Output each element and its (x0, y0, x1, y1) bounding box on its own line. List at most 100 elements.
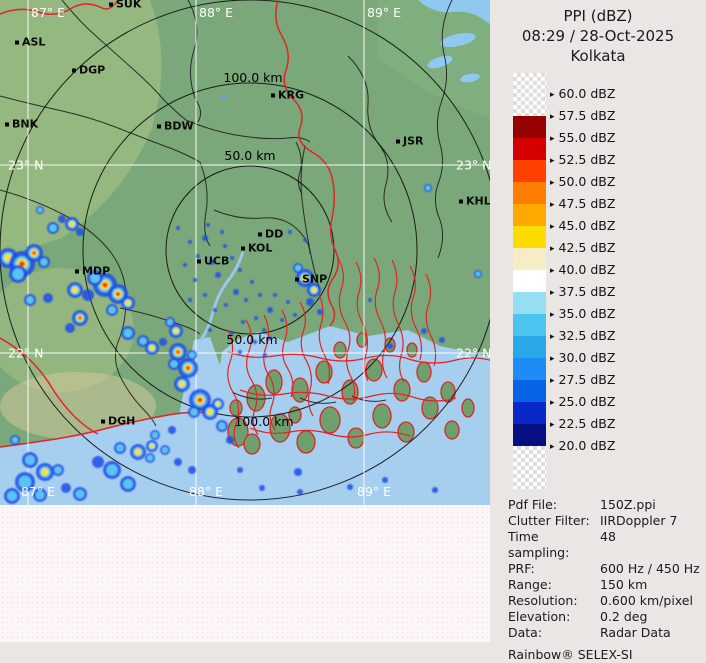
info-label: Range: (508, 577, 552, 592)
legend-label: ▸ 47.5 dBZ (550, 196, 615, 212)
legend-value: 40.0 dBZ (558, 262, 616, 277)
legend-label: ▸ 32.5 dBZ (550, 328, 615, 344)
legend-arrow-icon: ▸ (550, 134, 555, 144)
legend-value: 25.0 dBZ (558, 394, 616, 409)
legend-value: 45.0 dBZ (558, 218, 616, 233)
legend-value: 55.0 dBZ (558, 130, 616, 145)
legend-value: 47.5 dBZ (558, 196, 616, 211)
product-info-panel: PPI (dBZ) 08:29 / 28-Oct-2025 Kolkata ▸ 6… (490, 0, 706, 662)
info-value: 0.600 km/pixel (600, 593, 693, 608)
legend-label: ▸ 30.0 dBZ (550, 350, 615, 366)
legend-band (513, 182, 546, 204)
legend-band (513, 138, 546, 160)
legend-arrow-icon: ▸ (550, 376, 555, 386)
legend-band (513, 248, 546, 270)
legend-band (513, 270, 546, 292)
info-row: Pdf File: 150Z.ppi (508, 497, 704, 513)
info-value: 600 Hz / 450 Hz (600, 561, 700, 576)
legend-checker-top (513, 73, 546, 116)
legend-band (513, 116, 546, 138)
legend-arrow-icon: ▸ (550, 178, 555, 188)
software-brand: Rainbow® SELEX-SI (508, 647, 633, 662)
info-label: Data: (508, 625, 543, 640)
info-row: Time sampling: 48 (508, 529, 704, 561)
legend-arrow-icon: ▸ (550, 310, 555, 320)
scan-info: Pdf File: 150Z.ppi Clutter Filter: IIRDoppl… (508, 497, 704, 663)
water-bodies (221, 0, 490, 100)
info-value: 150 km (600, 577, 648, 592)
map-margin-area (0, 505, 490, 642)
info-row: Data: Radar Data (508, 625, 704, 641)
info-value: 48 (600, 529, 616, 544)
legend-arrow-icon: ▸ (550, 420, 555, 430)
info-row: Elevation: 0.2 deg (508, 609, 704, 625)
district-boundaries (0, 0, 453, 427)
legend-arrow-icon: ▸ (550, 222, 555, 232)
legend-value: 57.5 dBZ (558, 108, 616, 123)
legend-label: ▸ 55.0 dBZ (550, 130, 615, 146)
legend-band (513, 160, 546, 182)
legend-band (513, 204, 546, 226)
legend-value: 37.5 dBZ (558, 284, 616, 299)
product-timestamp: 08:29 / 28-Oct-2025 (521, 27, 675, 45)
station-name: Kolkata (570, 47, 626, 65)
legend-label: ▸ 27.5 dBZ (550, 372, 615, 388)
legend-band (513, 226, 546, 248)
legend-value: 27.5 dBZ (558, 372, 616, 387)
legend-band (513, 424, 546, 446)
range-rings (0, 0, 490, 501)
legend-value: 35.0 dBZ (558, 306, 616, 321)
info-row: Range: 150 km (508, 577, 704, 593)
legend-arrow-icon: ▸ (550, 200, 555, 210)
legend-label: ▸ 52.5 dBZ (550, 152, 615, 168)
legend-arrow-icon: ▸ (550, 244, 555, 254)
info-label: Resolution: (508, 593, 578, 608)
legend-label: ▸ 22.5 dBZ (550, 416, 615, 432)
info-value: Radar Data (600, 625, 671, 640)
legend-label: ▸ 60.0 dBZ (550, 86, 615, 102)
info-row: Resolution: 0.600 km/pixel (508, 593, 704, 609)
info-row: Clutter Filter: IIRDoppler 7 (508, 513, 704, 529)
info-label: PRF: (508, 561, 535, 576)
legend-value: 22.5 dBZ (558, 416, 616, 431)
reflectivity-legend: ▸ 60.0 dBZ ▸ 57.5 dBZ ▸ 55.0 dBZ ▸ 52.5 dBZ ▸ 50.… (513, 73, 703, 490)
panel-header: PPI (dBZ) 08:29 / 28-Oct-2025 Kolkata (490, 6, 706, 66)
legend-label: ▸ 37.5 dBZ (550, 284, 615, 300)
legend-arrow-icon: ▸ (550, 266, 555, 276)
legend-arrow-icon: ▸ (550, 288, 555, 298)
legend-checker-bottom (513, 446, 546, 489)
legend-label: ▸ 20.0 dBZ (550, 438, 615, 454)
legend-arrow-icon: ▸ (550, 332, 555, 342)
legend-value: 50.0 dBZ (558, 174, 616, 189)
legend-label: ▸ 25.0 dBZ (550, 394, 615, 410)
legend-arrow-icon: ▸ (550, 442, 555, 452)
legend-label: ▸ 50.0 dBZ (550, 174, 615, 190)
info-value: 150Z.ppi (600, 497, 656, 512)
info-label: Clutter Filter: (508, 513, 590, 528)
info-value: 0.2 deg (600, 609, 648, 624)
legend-band (513, 292, 546, 314)
info-label: Time sampling: (508, 529, 570, 560)
radar-map-image (0, 0, 490, 505)
legend-band (513, 380, 546, 402)
legend-arrow-icon: ▸ (550, 156, 555, 166)
legend-arrow-icon: ▸ (550, 398, 555, 408)
legend-label: ▸ 35.0 dBZ (550, 306, 615, 322)
legend-band (513, 402, 546, 424)
legend-value: 60.0 dBZ (558, 86, 616, 101)
legend-bands (513, 73, 546, 489)
radar-map-viewport: SUK ASL DGP BNK BDW KRG JSR KHL MDP DD KOL UCB SNP DG… (0, 0, 490, 505)
info-row: PRF: 600 Hz / 450 Hz (508, 561, 704, 577)
legend-arrow-icon: ▸ (550, 90, 555, 100)
legend-value: 42.5 dBZ (558, 240, 616, 255)
info-label: Pdf File: (508, 497, 557, 512)
legend-value: 30.0 dBZ (558, 350, 616, 365)
product-title: PPI (dBZ) (563, 7, 633, 25)
legend-label: ▸ 45.0 dBZ (550, 218, 615, 234)
legend-value: 20.0 dBZ (558, 438, 616, 453)
legend-arrow-icon: ▸ (550, 354, 555, 364)
legend-band (513, 336, 546, 358)
legend-label: ▸ 57.5 dBZ (550, 108, 615, 124)
legend-band (513, 314, 546, 336)
legend-arrow-icon: ▸ (550, 112, 555, 122)
